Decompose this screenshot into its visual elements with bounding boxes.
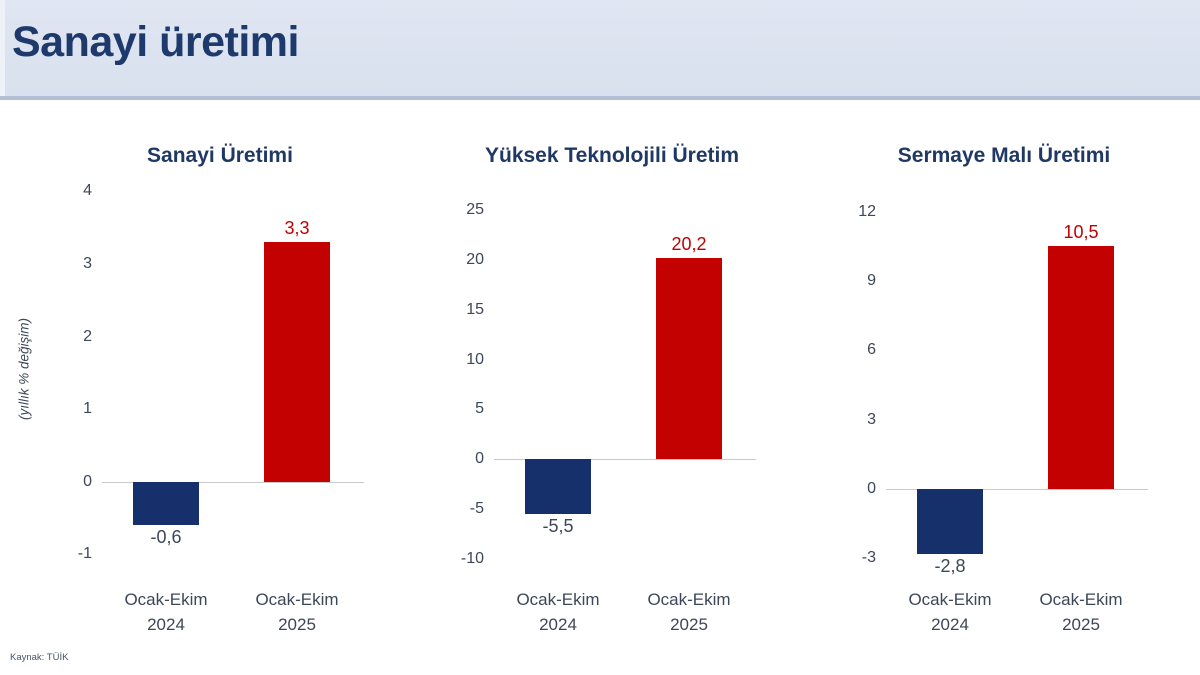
- x-axis-line: [494, 459, 756, 461]
- chart-title: Yüksek Teknolojili Üretim: [484, 144, 740, 167]
- y-axis-tick: -1: [77, 545, 92, 563]
- category-line: 2024: [539, 615, 577, 634]
- y-axis-tick: 1: [83, 400, 92, 418]
- y-axis-tick: 4: [83, 182, 92, 200]
- category-line: Ocak-Ekim: [516, 590, 600, 609]
- y-axis-tick: 9: [867, 272, 876, 290]
- category-line: 2025: [670, 615, 708, 634]
- category-line: Ocak-Ekim: [124, 590, 208, 609]
- y-axis-tick: 10: [466, 350, 484, 368]
- y-axis-tick: 25: [466, 200, 484, 218]
- bar-2024: [917, 489, 983, 554]
- value-label: -5,5: [542, 516, 574, 537]
- category-label: Ocak-Ekim 2024: [483, 587, 633, 637]
- y-axis-tick: 15: [466, 300, 484, 318]
- category-label: Ocak-Ekim 2024: [875, 587, 1025, 637]
- category-label: Ocak-Ekim 2024: [91, 587, 241, 637]
- bar-2025: [1048, 246, 1114, 490]
- y-axis-tick: 6: [867, 341, 876, 359]
- category-line: 2025: [1062, 615, 1100, 634]
- y-axis-tick: -3: [861, 549, 876, 567]
- category-label: Ocak-Ekim 2025: [614, 587, 764, 637]
- slide-header: Sanayi üretimi: [0, 0, 1200, 100]
- category-line: 2024: [931, 615, 969, 634]
- category-line: Ocak-Ekim: [255, 590, 339, 609]
- y-axis-tick: 20: [466, 250, 484, 268]
- chart-yuksek-teknolojili-uretim: Yüksek Teknolojili Üretim 25 20 15 10 5 0 -5 -10…: [422, 140, 802, 645]
- bar-2024: [525, 459, 591, 515]
- value-label: 20,2: [671, 233, 707, 254]
- category-line: Ocak-Ekim: [908, 590, 992, 609]
- value-label: 3,3: [284, 218, 310, 239]
- value-label: -2,8: [934, 555, 966, 576]
- chart-sanayi-uretimi: Sanayi Üretimi 4 3 2 1 0 -1 -0,6 Ocak-Ekim 2024 3,…: [30, 140, 410, 645]
- category-line: Ocak-Ekim: [1039, 590, 1123, 609]
- value-label: -0,6: [150, 527, 182, 548]
- bar-2024: [133, 481, 199, 526]
- y-axis-label: (yıllık % değişim): [16, 317, 32, 421]
- category-label: Ocak-Ekim 2025: [222, 587, 372, 637]
- category-line: 2024: [147, 615, 185, 634]
- y-axis-tick: -5: [469, 500, 484, 518]
- y-axis-tick: 3: [867, 410, 876, 428]
- chart-title: Sanayi Üretimi: [147, 144, 293, 167]
- category-line: 2025: [278, 615, 316, 634]
- y-axis-tick: 0: [83, 472, 92, 490]
- chart-title: Sermaye Malı Üretimi: [897, 144, 1111, 167]
- value-label: 10,5: [1063, 222, 1099, 243]
- y-axis-tick: 0: [867, 480, 876, 498]
- page-title: Sanayi üretimi: [12, 18, 299, 66]
- y-axis-tick: 2: [83, 327, 92, 345]
- x-axis-line: [886, 489, 1148, 491]
- y-axis-tick: -10: [460, 550, 484, 568]
- y-axis-tick: 5: [475, 400, 484, 418]
- y-axis-tick: 0: [475, 450, 484, 468]
- charts-row: Sanayi Üretimi 4 3 2 1 0 -1 -0,6 Ocak-Ekim 2024 3,…: [30, 140, 1200, 645]
- chart-sermaye-mali-uretimi: Sermaye Malı Üretimi 12 9 6 3 0 -3 -2,8 Ocak-Eki…: [814, 140, 1194, 645]
- y-axis-tick: 3: [83, 254, 92, 272]
- bar-2025: [264, 242, 330, 482]
- bar-2025: [656, 257, 722, 460]
- category-label: Ocak-Ekim 2025: [1006, 587, 1156, 637]
- category-line: Ocak-Ekim: [647, 590, 731, 609]
- y-axis-tick: 12: [858, 202, 876, 220]
- x-axis-line: [102, 481, 364, 483]
- source-note: Kaynak: TÜİK: [10, 652, 69, 663]
